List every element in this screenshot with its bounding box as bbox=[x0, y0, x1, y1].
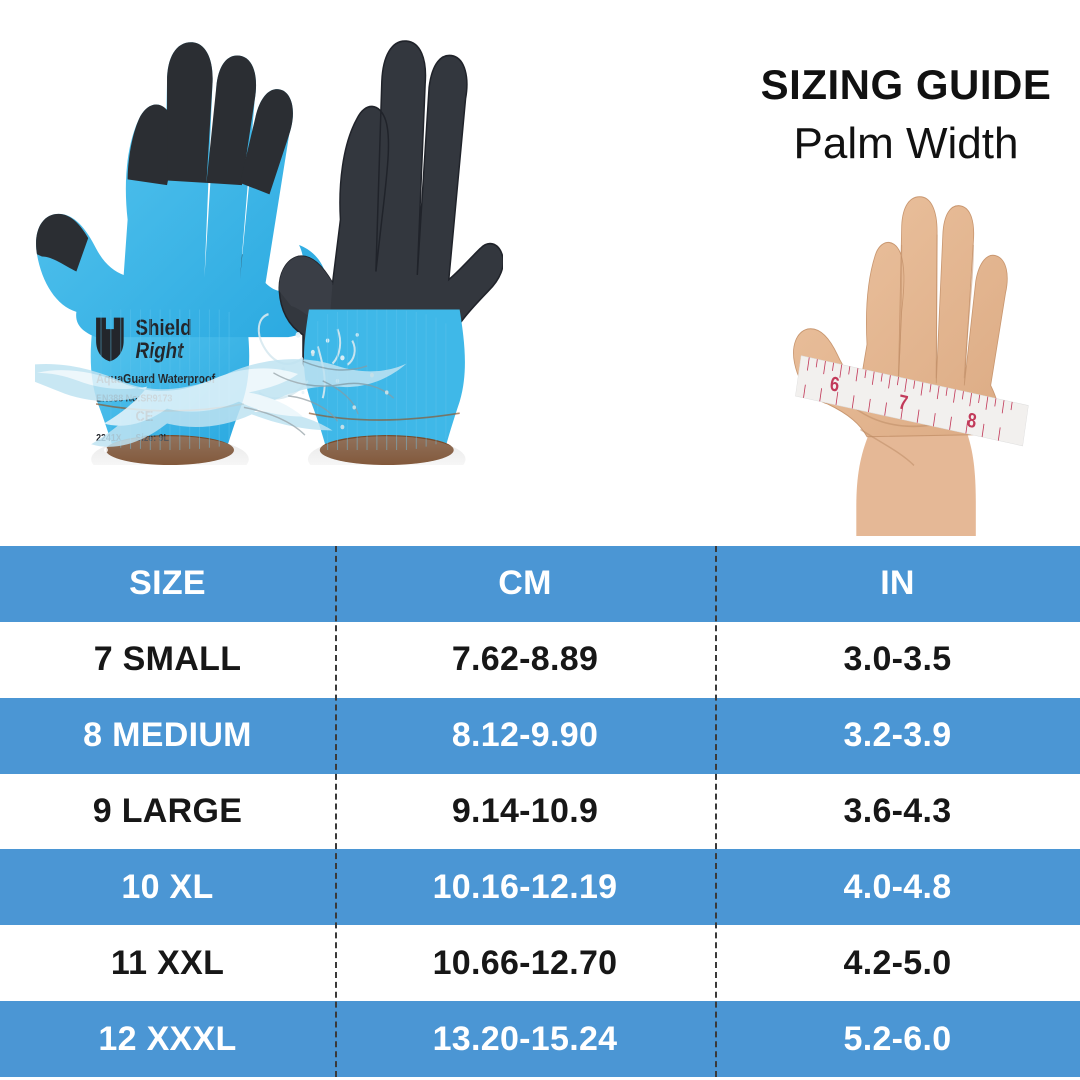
svg-text:Shield: Shield bbox=[135, 317, 191, 341]
